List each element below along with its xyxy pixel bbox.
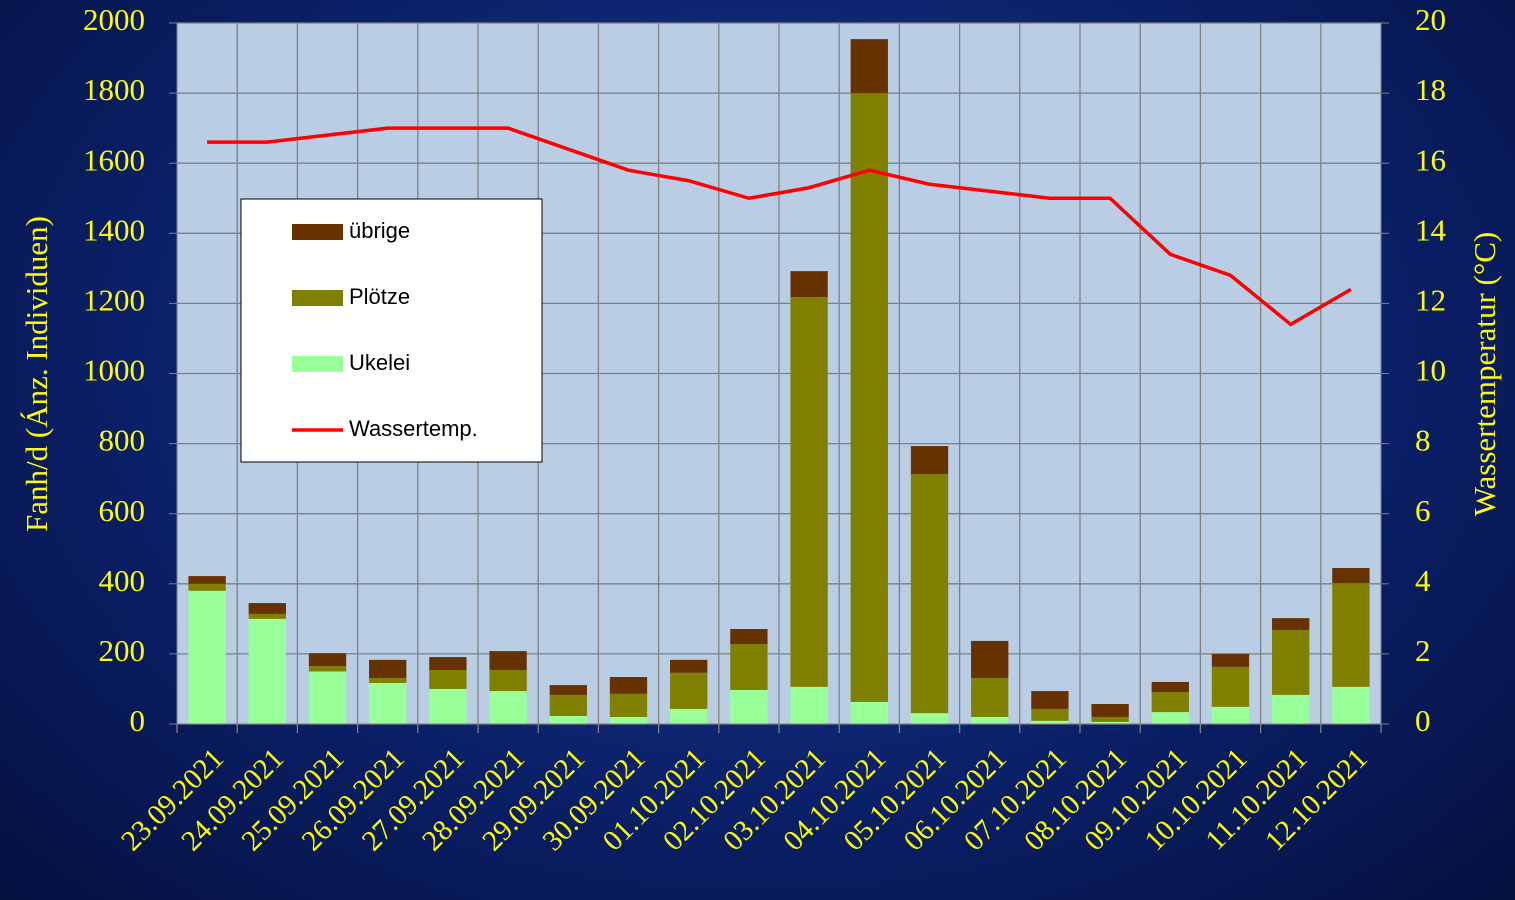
y2-tick-label: 14 <box>1415 212 1447 247</box>
y2-tick-label: 20 <box>1415 2 1446 37</box>
bar <box>549 715 587 724</box>
bar <box>429 670 467 689</box>
bar <box>188 590 226 724</box>
bar <box>670 659 708 673</box>
line <box>207 126 1352 327</box>
bar <box>609 693 648 717</box>
bar <box>429 657 467 671</box>
bar <box>1332 583 1370 687</box>
bar <box>971 640 1009 679</box>
bar <box>730 644 768 691</box>
bar <box>248 613 286 619</box>
y-tick-label: 600 <box>99 493 146 528</box>
bar <box>429 688 467 724</box>
bar <box>1031 708 1069 721</box>
bar <box>1031 691 1069 709</box>
bar <box>188 576 226 584</box>
y2-tick-label: 12 <box>1415 283 1446 318</box>
legend: übrige Plötze Ukelei Wassertemp. <box>240 198 543 463</box>
bar <box>1332 568 1370 584</box>
bar <box>670 708 708 724</box>
y2-tick-label: 4 <box>1415 563 1431 598</box>
bar <box>1272 630 1310 695</box>
bar <box>1091 704 1129 717</box>
bar <box>248 603 286 614</box>
y-tick-label: 1600 <box>83 142 145 177</box>
bar <box>1332 686 1370 724</box>
bar <box>609 716 648 724</box>
bar <box>549 694 587 716</box>
bar <box>850 701 888 724</box>
legend-box <box>240 198 543 463</box>
bar <box>971 716 1009 724</box>
bar <box>1211 666 1250 707</box>
y2-tick-label: 0 <box>1415 703 1431 738</box>
bar <box>910 446 949 475</box>
bar <box>1151 681 1189 693</box>
bar <box>549 685 587 695</box>
bar <box>308 666 347 672</box>
bar <box>670 672 708 709</box>
y2-tick-label: 6 <box>1415 493 1431 528</box>
bar <box>1031 720 1069 724</box>
bar <box>850 39 888 94</box>
y-axis-label: Fanh/d (Ánz. Individuen) <box>19 216 54 532</box>
bar <box>790 271 828 298</box>
bar <box>1272 694 1310 724</box>
legend-label: Plötze <box>349 284 410 309</box>
bar <box>308 653 347 667</box>
bar <box>1272 618 1310 631</box>
legend-swatch <box>292 356 343 372</box>
bar <box>369 659 407 679</box>
bar <box>971 678 1009 717</box>
y-tick-label: 200 <box>99 633 146 668</box>
lines <box>207 126 1352 327</box>
bar <box>1211 706 1250 724</box>
y-tick-label: 1400 <box>83 212 145 247</box>
y-tick-label: 400 <box>99 563 146 598</box>
bar <box>850 93 888 702</box>
bar <box>730 690 768 724</box>
bar <box>1151 692 1189 713</box>
y-tick-label: 1800 <box>83 72 145 107</box>
bar <box>489 691 527 724</box>
legend-label: Wassertemp. <box>349 416 478 441</box>
bar <box>790 297 828 687</box>
bar <box>489 651 527 671</box>
y2-tick-label: 2 <box>1415 633 1431 668</box>
bar <box>1091 716 1129 722</box>
bar <box>489 670 527 692</box>
bar <box>308 671 347 724</box>
y2-tick-label: 10 <box>1415 353 1446 388</box>
y2-axis-label: Wassertemperatur (°C) <box>1467 232 1502 516</box>
bar <box>1211 653 1250 667</box>
y-tick-label: 2000 <box>83 2 145 37</box>
y2-tick-label: 8 <box>1415 423 1431 458</box>
legend-swatch <box>292 224 343 240</box>
bar <box>910 713 949 724</box>
bar <box>910 474 949 714</box>
bar <box>1091 721 1129 724</box>
bar <box>790 686 828 724</box>
bar <box>248 618 286 724</box>
legend-label: übrige <box>349 218 410 243</box>
y2-tick-label: 16 <box>1415 142 1446 177</box>
bars <box>188 39 1370 724</box>
bar <box>730 629 768 645</box>
bar <box>188 583 226 591</box>
legend-label: Ukelei <box>349 350 410 375</box>
y2-tick-label: 18 <box>1415 72 1446 107</box>
y-tick-label: 1000 <box>83 353 145 388</box>
bar <box>609 677 648 694</box>
y-tick-label: 800 <box>99 423 146 458</box>
bar <box>369 678 407 683</box>
bar <box>369 682 407 724</box>
bar <box>1151 712 1189 724</box>
y-tick-label: 1200 <box>83 283 145 318</box>
y-tick-label: 0 <box>130 703 146 738</box>
legend-swatch <box>292 290 343 306</box>
